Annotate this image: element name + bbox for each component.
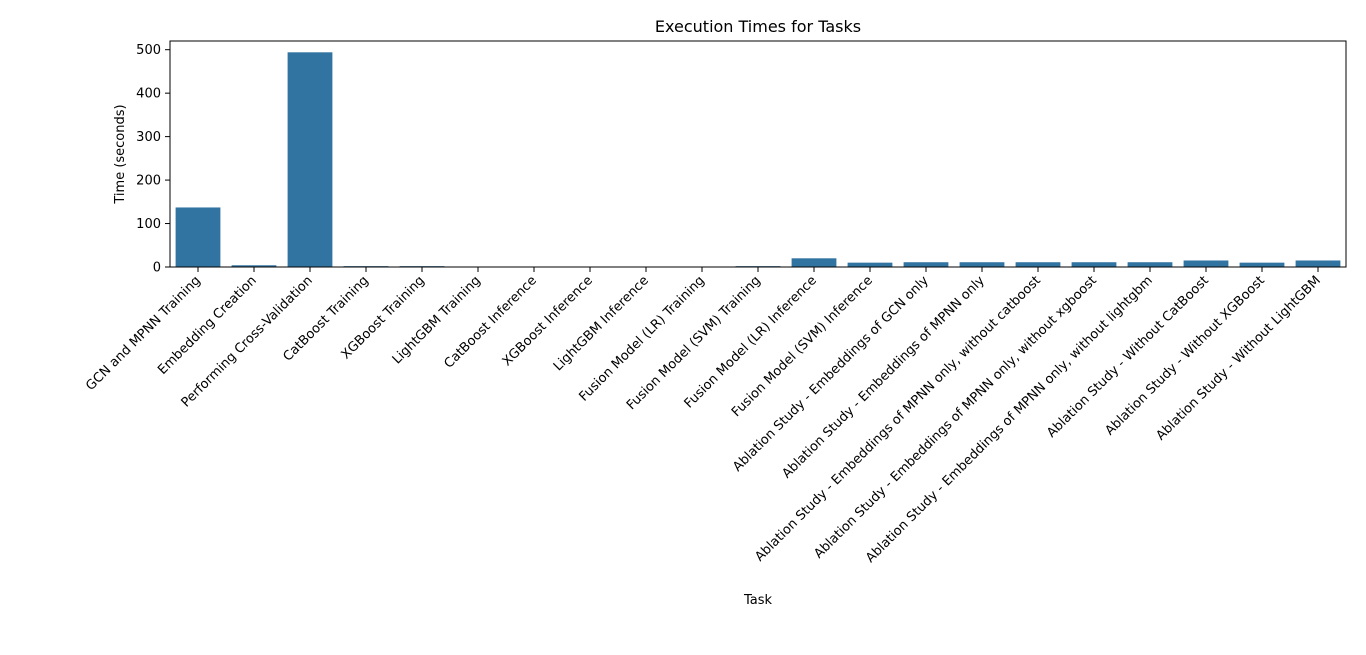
chart-title: Execution Times for Tasks bbox=[655, 17, 861, 36]
x-tick-label: GCN and MPNN Training bbox=[83, 273, 204, 394]
x-tick-label: Embedding Creation bbox=[155, 273, 260, 378]
y-tick-label: 300 bbox=[136, 130, 161, 145]
bars-group bbox=[175, 52, 1341, 267]
y-tick-label: 100 bbox=[136, 217, 161, 232]
y-tick-label: 400 bbox=[136, 87, 161, 102]
bar bbox=[1127, 262, 1173, 267]
x-tick-label: Ablation Study - Embeddings of GCN only bbox=[730, 273, 932, 475]
y-tick-label: 0 bbox=[153, 261, 161, 276]
x-axis-label: Task bbox=[743, 593, 773, 608]
bar bbox=[959, 262, 1005, 267]
bar bbox=[791, 258, 837, 267]
bar bbox=[175, 207, 221, 267]
y-axis: 0 100 200 300 400 500 bbox=[136, 43, 170, 276]
bar bbox=[1239, 262, 1285, 267]
x-tick-label: Ablation Study - Embeddings of MPNN only bbox=[779, 273, 988, 482]
bar bbox=[1071, 262, 1117, 267]
bar bbox=[1295, 260, 1341, 267]
y-tick-label: 500 bbox=[136, 43, 161, 58]
bar bbox=[1183, 260, 1229, 267]
y-tick-label: 200 bbox=[136, 174, 161, 189]
x-tick-label: LightGBM Inference bbox=[551, 273, 652, 374]
plot-frame bbox=[169, 40, 1347, 268]
bar bbox=[231, 265, 277, 267]
y-axis-label: Time (seconds) bbox=[113, 104, 128, 204]
bar bbox=[287, 52, 333, 267]
bar bbox=[1015, 262, 1061, 267]
bar bbox=[847, 262, 893, 267]
x-tick-label: CatBoost Inference bbox=[441, 273, 539, 371]
bar bbox=[903, 262, 949, 267]
